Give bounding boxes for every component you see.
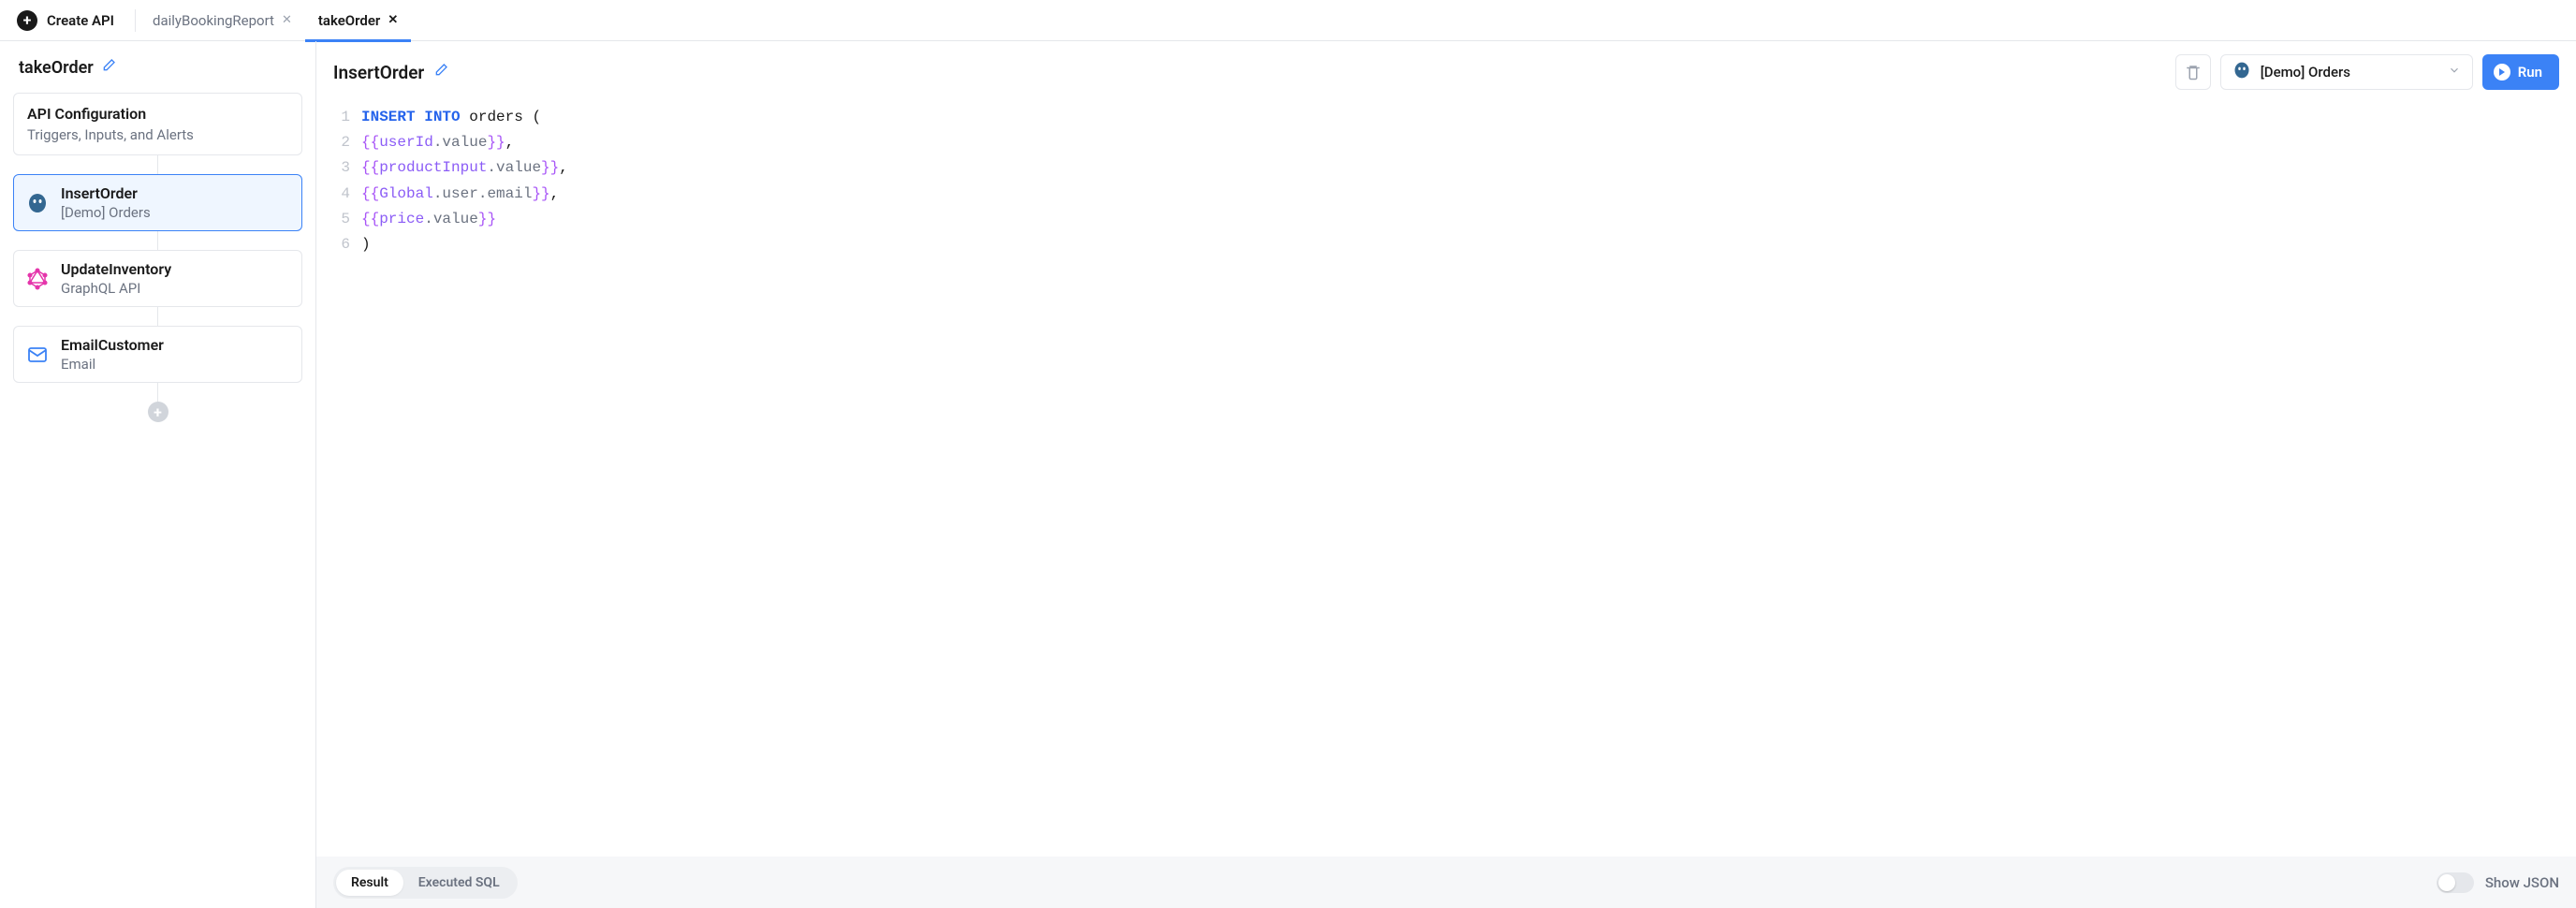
edit-icon[interactable] [101,58,116,78]
tab-dailyBookingReport[interactable]: dailyBookingReport ✕ [139,0,305,41]
code-content: {{price.value}} [361,207,496,232]
code-content: {{Global.user.email}}, [361,182,559,207]
graphql-icon [25,267,50,291]
postgres-icon [2232,61,2251,83]
close-icon[interactable]: ✕ [388,13,398,27]
line-number: 3 [333,155,361,181]
step-title: UpdateInventory [61,260,171,278]
tab-label: dailyBookingReport [153,12,274,29]
run-label: Run [2518,64,2542,81]
connector [157,307,158,326]
line-number: 5 [333,207,361,232]
code-content: ) [361,232,371,257]
step-title: InsertOrder [333,62,424,83]
tabs: dailyBookingReport ✕ takeOrder ✕ [139,0,411,41]
step-subtitle: GraphQL API [61,280,171,297]
connector [157,155,158,174]
content-header: InsertOrder [Demo] Orders Run [316,41,2576,97]
step-title: InsertOrder [61,184,151,202]
code-editor[interactable]: 1INSERT INTO orders (2{{userId.value}},3… [316,97,2576,857]
email-icon [25,343,50,367]
sidebar: takeOrder API Configuration Triggers, In… [0,41,316,908]
api-config-card[interactable]: API Configuration Triggers, Inputs, and … [13,93,302,155]
step-card-InsertOrder[interactable]: InsertOrder [Demo] Orders [13,174,302,231]
code-line: 4{{Global.user.email}}, [333,182,2559,207]
show-json-toggle-group: Show JSON [2437,872,2559,893]
step-subtitle: [Demo] Orders [61,204,151,221]
code-content: {{productInput.value}}, [361,155,568,181]
code-line: 1INSERT INTO orders ( [333,105,2559,130]
datasource-label: [Demo] Orders [2261,64,2438,81]
api-config-subtitle: Triggers, Inputs, and Alerts [27,126,288,143]
code-line: 2{{userId.value}}, [333,130,2559,155]
topbar: + Create API dailyBookingReport✕takeOrde… [0,0,2576,41]
content-pane: InsertOrder [Demo] Orders Run [316,41,2576,908]
connector [157,231,158,250]
create-api-label: Create API [47,12,114,29]
workflow-title-row: takeOrder [13,58,302,78]
add-step-button[interactable]: + [148,402,168,422]
tab-result[interactable]: Result [336,870,403,896]
code-content: {{userId.value}}, [361,130,514,155]
chevron-down-icon [2448,64,2461,81]
trash-icon [2185,64,2202,81]
tab-takeOrder[interactable]: takeOrder ✕ [305,0,411,41]
step-card-UpdateInventory[interactable]: UpdateInventory GraphQL API [13,250,302,307]
line-number: 6 [333,232,361,257]
plus-icon: + [17,10,37,31]
results-tabs: Result Executed SQL [333,867,518,899]
connector [157,383,158,402]
postgres-icon [25,191,50,215]
edit-icon[interactable] [433,63,448,81]
close-icon[interactable]: ✕ [282,13,292,27]
code-line: 3{{productInput.value}}, [333,155,2559,181]
code-line: 6) [333,232,2559,257]
workflow-title: takeOrder [19,58,94,78]
code-content: INSERT INTO orders ( [361,105,541,130]
api-config-title: API Configuration [27,105,288,123]
tab-executed-sql[interactable]: Executed SQL [403,870,515,896]
run-button[interactable]: Run [2482,54,2559,90]
create-api-button[interactable]: + Create API [17,10,131,31]
step-subtitle: Email [61,356,164,373]
results-bar: Result Executed SQL Show JSON [316,857,2576,908]
show-json-label: Show JSON [2485,874,2559,891]
delete-button[interactable] [2175,54,2211,90]
code-line: 5{{price.value}} [333,207,2559,232]
step-card-EmailCustomer[interactable]: EmailCustomer Email [13,326,302,383]
tab-label: takeOrder [318,12,380,29]
play-icon [2494,64,2510,81]
steps-list: InsertOrder [Demo] Orders UpdateInventory G… [13,155,302,383]
divider [135,9,136,32]
datasource-select[interactable]: [Demo] Orders [2220,54,2473,90]
line-number: 1 [333,105,361,130]
main: takeOrder API Configuration Triggers, In… [0,41,2576,908]
step-title: EmailCustomer [61,336,164,354]
show-json-toggle[interactable] [2437,872,2474,893]
line-number: 4 [333,182,361,207]
line-number: 2 [333,130,361,155]
